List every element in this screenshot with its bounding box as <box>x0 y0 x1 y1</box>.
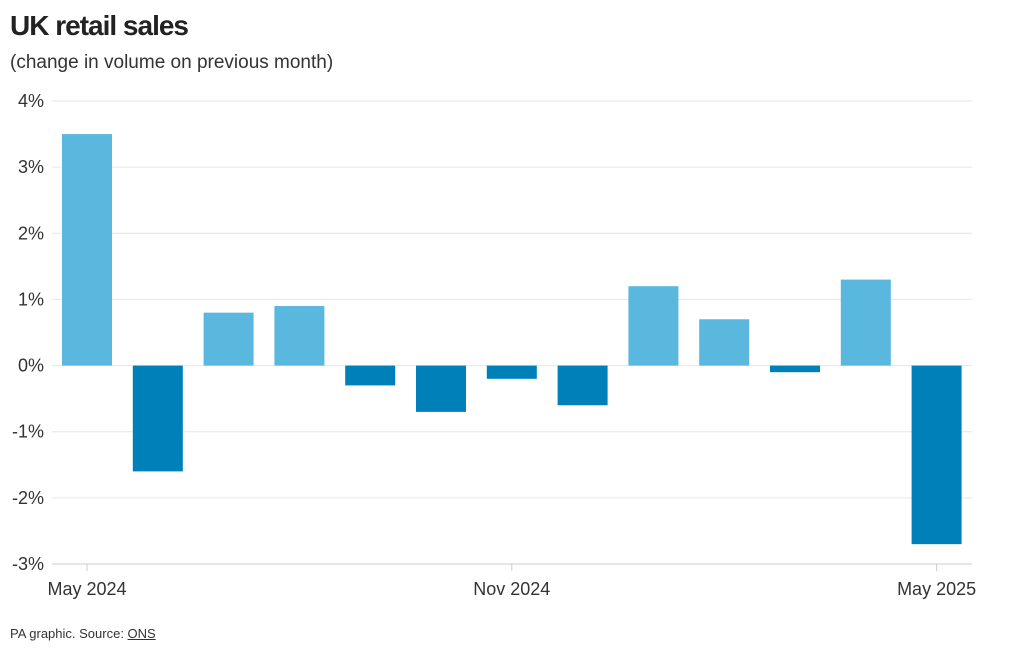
y-tick-label: 2% <box>18 223 44 243</box>
chart-subtitle: (change in volume on previous month) <box>10 52 334 73</box>
y-tick-label: 3% <box>18 157 44 177</box>
bar-chart: 4%3%2%1%0%-1%-2%-3% May 2024 Nov 2024 May … <box>12 91 976 599</box>
bar-mar-2025 <box>770 365 820 373</box>
bar-jan-2025 <box>628 286 679 366</box>
bars <box>62 134 962 545</box>
y-tick-label: 1% <box>18 289 44 309</box>
bar-apr-2025 <box>840 279 891 366</box>
x-axis: May 2024 Nov 2024 May 2025 <box>47 564 976 599</box>
bar-may-2025 <box>911 365 962 545</box>
bar-jun-2024 <box>132 365 183 472</box>
y-tick-label: -1% <box>12 422 44 442</box>
bar-feb-2025 <box>699 319 750 366</box>
bar-sep-2024 <box>345 365 396 386</box>
bar-jul-2024 <box>203 312 254 366</box>
y-tick-label: -2% <box>12 488 44 508</box>
bar-oct-2024 <box>416 365 466 412</box>
bar-may-2024 <box>62 134 112 366</box>
y-axis-labels: 4% 3% 2% 1% 0% -1% -2% -3% <box>12 91 44 574</box>
x-tick-label: Nov 2024 <box>473 579 550 599</box>
x-tick-label: May 2025 <box>897 579 976 599</box>
gridlines <box>52 100 972 565</box>
chart-title: UK retail sales <box>10 10 189 41</box>
x-tick-label: May 2024 <box>47 579 126 599</box>
bar-aug-2024 <box>274 306 325 366</box>
y-tick-label: 4% <box>18 91 44 111</box>
bar-nov-2024 <box>486 365 537 379</box>
source-link[interactable]: ONS <box>127 626 156 641</box>
y-tick-label: -3% <box>12 554 44 574</box>
y-tick-label: 0% <box>18 356 44 376</box>
credit-text: PA graphic. Source: <box>10 626 128 641</box>
bar-dec-2024 <box>557 365 608 406</box>
footer-credit: PA graphic. Source: ONS <box>10 626 156 641</box>
